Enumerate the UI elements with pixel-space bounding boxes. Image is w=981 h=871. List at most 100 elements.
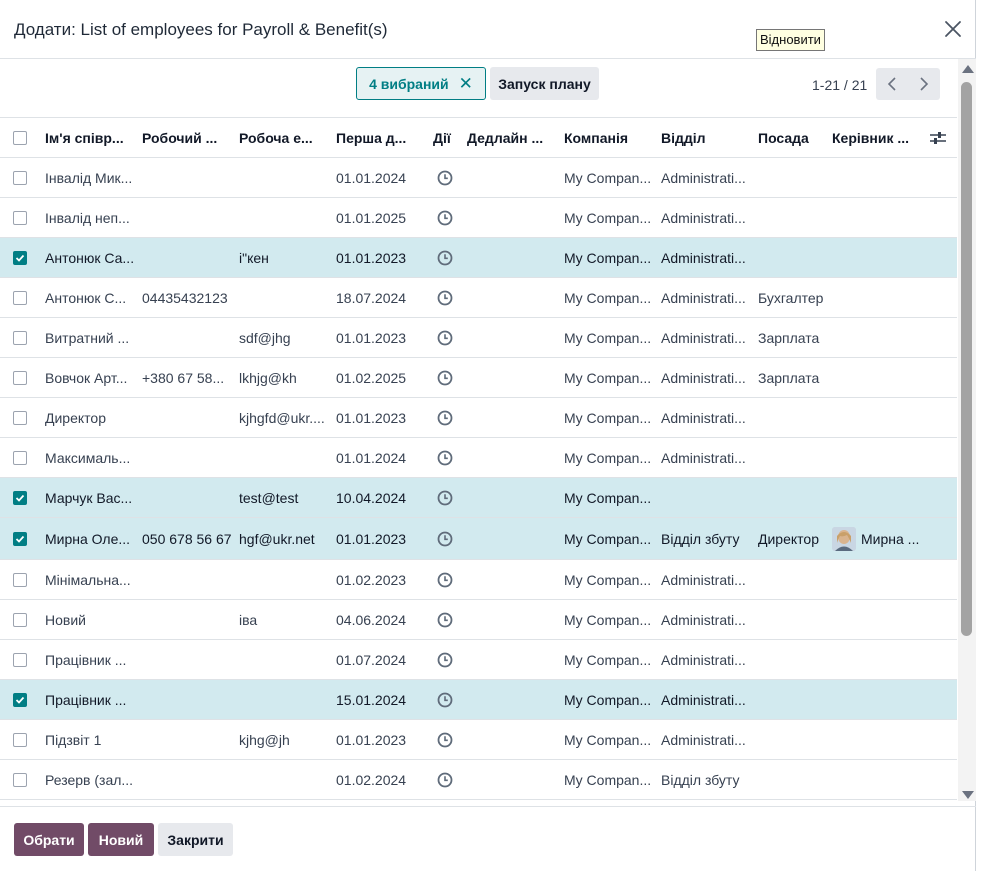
row-checkbox[interactable] (13, 450, 27, 465)
pager-value[interactable]: 1-21 / 21 (812, 77, 868, 93)
scroll-up-arrow-icon[interactable] (962, 65, 974, 73)
select-all-checkbox-cell[interactable] (13, 118, 31, 157)
activity-clock-icon[interactable] (437, 398, 455, 437)
row-checkbox[interactable] (13, 410, 27, 425)
row-checkbox-cell[interactable] (13, 680, 31, 719)
column-header-deadline[interactable]: Дедлайн ... (467, 129, 544, 146)
table-row[interactable]: Вовчок Арт... +380 67 58... lkhjg@kh 01.02.… (0, 358, 957, 398)
deadline-cell (467, 158, 559, 197)
table-row[interactable]: Працівник ... 15.01.2024 My Compan... Admin… (0, 680, 957, 720)
row-checkbox-cell[interactable] (13, 640, 31, 679)
column-header-position[interactable]: Посада (758, 129, 809, 146)
vertical-scrollbar[interactable] (958, 59, 976, 801)
pager-next-button[interactable] (908, 68, 940, 100)
row-checkbox-cell[interactable] (13, 600, 31, 639)
column-header-work-email[interactable]: Робоча е... (239, 129, 313, 146)
scrollbar-thumb[interactable] (961, 82, 972, 636)
table-row[interactable]: Резерв (зал... 01.02.2024 My Compan... Відд… (0, 760, 957, 800)
row-checkbox[interactable] (13, 290, 27, 305)
table-row[interactable]: Антонюк С... 04435432123 18.07.2024 My Comp… (0, 278, 957, 318)
row-checkbox[interactable] (13, 652, 27, 667)
row-checkbox-cell[interactable] (13, 438, 31, 477)
table-row[interactable]: Інвалід неп... 01.01.2025 My Compan... Admi… (0, 198, 957, 238)
row-checkbox[interactable] (13, 490, 27, 505)
row-checkbox-cell[interactable] (13, 358, 31, 397)
selected-count-badge[interactable]: 4 вибраний ✕ (356, 67, 486, 100)
table-row[interactable]: Новий іва 04.06.2024 My Compan... Administra… (0, 600, 957, 640)
row-checkbox-cell[interactable] (13, 398, 31, 437)
scroll-down-arrow-icon[interactable] (962, 791, 974, 799)
table-row[interactable]: Працівник ... 01.07.2024 My Compan... Admin… (0, 640, 957, 680)
row-checkbox[interactable] (13, 531, 27, 546)
launch-plan-button[interactable]: Запуск плану (490, 67, 599, 100)
row-checkbox[interactable] (13, 772, 27, 787)
row-checkbox[interactable] (13, 330, 27, 345)
row-checkbox-cell[interactable] (13, 238, 31, 277)
activity-clock-icon[interactable] (437, 198, 455, 237)
row-checkbox-cell[interactable] (13, 760, 31, 799)
table-row[interactable]: Директор kjhgfd@ukr.... 01.01.2023 My Compa… (0, 398, 957, 438)
activity-clock-icon[interactable] (437, 158, 455, 197)
table-row[interactable]: Інвалід Мик... 01.01.2024 My Compan... Admi… (0, 158, 957, 198)
position-cell (758, 158, 828, 197)
activity-clock-icon[interactable] (437, 640, 455, 679)
row-checkbox-cell[interactable] (13, 560, 31, 599)
row-checkbox[interactable] (13, 732, 27, 747)
work-email-cell: і"кен (239, 249, 269, 266)
column-header-department[interactable]: Відділ (661, 129, 706, 146)
close-icon[interactable] (941, 17, 965, 41)
optional-columns-toggle[interactable] (929, 118, 949, 157)
department-cell: Administrati... (661, 209, 746, 226)
activity-clock-icon[interactable] (437, 518, 455, 559)
row-checkbox-cell[interactable] (13, 478, 31, 517)
row-checkbox[interactable] (13, 210, 27, 225)
row-checkbox[interactable] (13, 170, 27, 185)
row-checkbox[interactable] (13, 572, 27, 587)
row-checkbox-cell[interactable] (13, 518, 31, 559)
select-all-checkbox[interactable] (13, 130, 27, 145)
table-row[interactable]: Мирна Оле... 050 678 56 67 hgf@ukr.net 01.0… (0, 518, 957, 560)
row-checkbox[interactable] (13, 612, 27, 627)
table-row[interactable]: Мінімальна... 01.02.2023 My Compan... Admin… (0, 560, 957, 600)
activity-clock-icon[interactable] (437, 318, 455, 357)
table-row[interactable]: Витратний ... sdf@jhg 01.01.2023 My Compan.… (0, 318, 957, 358)
column-header-name[interactable]: Ім'я співр... (45, 129, 124, 146)
activity-clock-icon[interactable] (437, 478, 455, 517)
activity-clock-icon[interactable] (437, 438, 455, 477)
table-row[interactable]: Антонюк Са... і"кен 01.01.2023 My Compan...… (0, 238, 957, 278)
table-row[interactable]: Марчук Вас... test@test 10.04.2024 My Compa… (0, 478, 957, 518)
column-header-company[interactable]: Компанія (564, 129, 629, 146)
pager-previous-button[interactable] (876, 68, 908, 100)
position-cell (758, 760, 828, 799)
column-header-activities[interactable]: Дії (433, 129, 451, 146)
close-button[interactable]: Закрити (158, 823, 233, 856)
row-checkbox[interactable] (13, 370, 27, 385)
activity-clock-icon[interactable] (437, 680, 455, 719)
clear-selection-icon[interactable]: ✕ (458, 74, 473, 93)
activity-clock-icon[interactable] (437, 358, 455, 397)
activity-clock-icon[interactable] (437, 720, 455, 759)
department-cell: Administrati... (661, 249, 746, 266)
row-checkbox[interactable] (13, 692, 27, 707)
row-checkbox-cell[interactable] (13, 278, 31, 317)
activity-clock-icon[interactable] (437, 278, 455, 317)
table-row[interactable]: Максималь... 01.01.2024 My Compan... Admini… (0, 438, 957, 478)
activity-clock-icon[interactable] (437, 760, 455, 799)
row-checkbox-cell[interactable] (13, 318, 31, 357)
work-phone-cell: 050 678 56 67 (142, 530, 232, 547)
activity-clock-icon[interactable] (437, 238, 455, 277)
select-button[interactable]: Обрати (14, 823, 84, 856)
activity-clock-icon[interactable] (437, 600, 455, 639)
row-checkbox-cell[interactable] (13, 198, 31, 237)
row-checkbox-cell[interactable] (13, 720, 31, 759)
column-header-work-phone[interactable]: Робочий ... (142, 129, 218, 146)
work-phone-cell: +380 67 58... (142, 369, 225, 386)
column-header-manager[interactable]: Керівник ... (832, 129, 910, 146)
position-cell (758, 238, 828, 277)
row-checkbox-cell[interactable] (13, 158, 31, 197)
column-header-first-date[interactable]: Перша д... (336, 129, 407, 146)
new-button[interactable]: Новий (88, 823, 154, 856)
row-checkbox[interactable] (13, 250, 27, 265)
table-row[interactable]: Підзвіт 1 kjhg@jh 01.01.2023 My Compan... Ad… (0, 720, 957, 760)
activity-clock-icon[interactable] (437, 560, 455, 599)
